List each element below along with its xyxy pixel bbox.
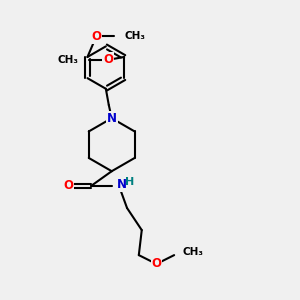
Text: O: O (91, 30, 101, 43)
Text: N: N (117, 178, 127, 191)
Text: CH₃: CH₃ (183, 247, 204, 257)
Text: CH₃: CH₃ (58, 55, 79, 65)
Text: O: O (152, 257, 161, 271)
Text: O: O (103, 53, 113, 66)
Text: O: O (63, 179, 74, 192)
Text: CH₃: CH₃ (124, 31, 145, 41)
Text: H: H (125, 177, 134, 188)
Text: N: N (107, 112, 117, 125)
